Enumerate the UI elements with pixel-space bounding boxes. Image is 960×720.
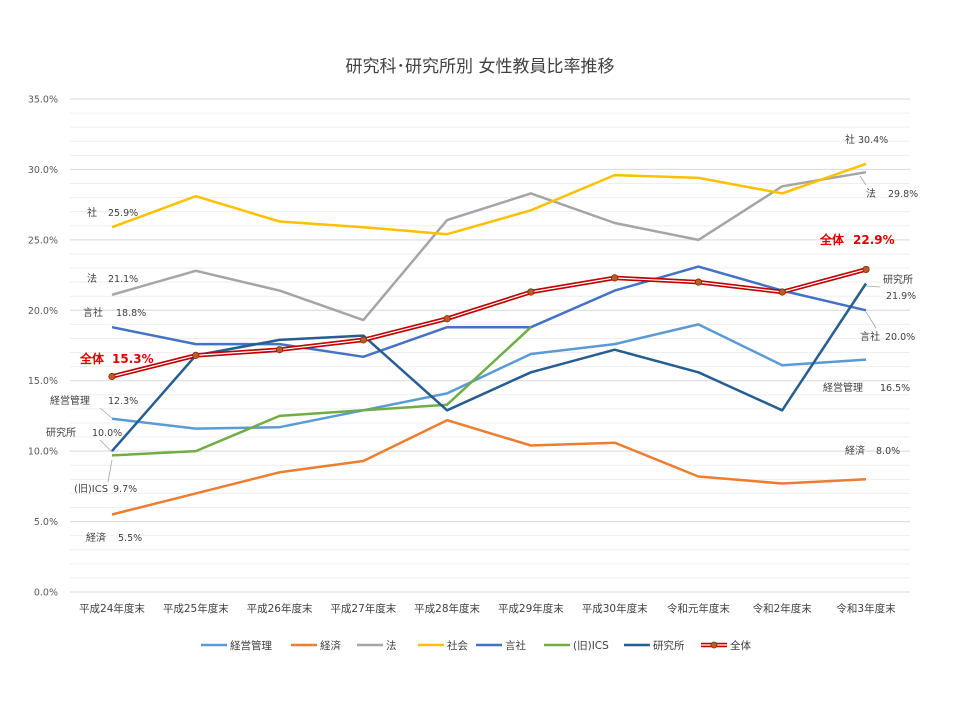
- data-point-marker: [108, 372, 116, 381]
- series-line: [111, 265, 867, 359]
- legend-label: 法: [386, 639, 397, 652]
- series-line-outer: [111, 267, 867, 379]
- x-tick-label: 令和2年度末: [753, 602, 813, 615]
- annotation-label: 研究所: [883, 273, 913, 286]
- annotation-label: 経営管理: [823, 381, 863, 394]
- leader-line: [99, 439, 113, 453]
- y-tick-label: 30.0%: [28, 165, 58, 176]
- annotation-value: 15.3%: [112, 352, 154, 366]
- leader-line: [107, 459, 113, 483]
- y-tick-label: 20.0%: [28, 306, 58, 317]
- legend-label: 経営管理: [230, 639, 272, 652]
- data-point-marker: [778, 288, 786, 296]
- legend-label: 全体: [730, 639, 751, 652]
- leader-line: [865, 285, 881, 288]
- legend-label: 研究所: [653, 639, 685, 652]
- annotation-value: 22.9%: [853, 233, 895, 247]
- x-tick-label: 平成25年度末: [163, 602, 229, 615]
- series-line-inner: [111, 268, 867, 378]
- data-point-marker: [359, 336, 367, 344]
- annotation-label: 全体: [79, 351, 105, 366]
- annotation-label: 研究所: [46, 426, 76, 439]
- series-line: [111, 282, 868, 452]
- series-line: [111, 326, 532, 457]
- data-point-marker: [694, 278, 703, 286]
- legend-marker: [710, 641, 718, 649]
- annotation-label: 法: [866, 187, 876, 200]
- legend-label: 社会: [447, 639, 468, 652]
- annotation-value: 16.5%: [880, 383, 910, 394]
- annotation-value: 5.5%: [118, 533, 142, 544]
- annotation-label: 社: [87, 206, 97, 219]
- data-point-marker: [862, 265, 870, 274]
- y-tick-label: 5.0%: [34, 517, 58, 528]
- x-tick-label: 平成27年度末: [330, 602, 396, 615]
- series-line: [111, 323, 867, 430]
- data-point-marker: [611, 274, 619, 282]
- series-line: [111, 162, 867, 236]
- y-tick-label: 0.0%: [34, 588, 58, 599]
- annotation-label: 全体: [819, 232, 845, 247]
- annotation-value: 21.9%: [886, 291, 916, 302]
- annotation-label: 経済: [845, 444, 865, 457]
- annotation-value: 20.0%: [885, 332, 915, 343]
- series-line: [111, 418, 867, 516]
- legend-label: (旧)ICS: [573, 640, 609, 652]
- annotation-label: 言社: [83, 306, 103, 319]
- chart-title: 研究科･研究所別 女性教員比率推移: [345, 57, 615, 77]
- x-tick-label: 平成24年度末: [79, 602, 145, 615]
- x-tick-label: 令和3年度末: [836, 602, 896, 615]
- data-point-marker: [443, 315, 451, 323]
- leader-line: [99, 407, 113, 419]
- data-point-marker: [275, 346, 284, 354]
- annotation-value: 18.8%: [116, 308, 146, 319]
- annotation-value: 21.1%: [108, 274, 138, 285]
- x-tick-label: 平成30年度末: [582, 602, 648, 615]
- x-tick-label: 平成26年度末: [247, 602, 313, 615]
- annotation-value: 9.7%: [113, 484, 137, 495]
- y-tick-label: 35.0%: [28, 95, 58, 106]
- annotation-value: 30.4%: [858, 135, 888, 146]
- data-point-marker: [527, 288, 535, 296]
- y-tick-label: 15.0%: [28, 376, 58, 387]
- series-line: [111, 170, 867, 322]
- leader-line: [859, 175, 867, 186]
- annotation-label: 言社: [860, 330, 880, 343]
- annotation-label: 法: [87, 272, 97, 285]
- annotation-label: 経営管理: [50, 394, 90, 407]
- data-point-marker: [192, 351, 200, 359]
- annotation-label: (旧)ICS: [74, 483, 108, 495]
- x-tick-label: 平成28年度末: [414, 602, 480, 615]
- leader-line: [865, 311, 877, 329]
- annotation-value: 25.9%: [108, 208, 138, 219]
- x-tick-label: 平成29年度末: [498, 602, 564, 615]
- annotation-value: 12.3%: [108, 396, 138, 407]
- legend-label: 経済: [320, 639, 341, 652]
- legend-label: 言社: [505, 639, 526, 652]
- annotation-value: 10.0%: [92, 428, 122, 439]
- y-tick-label: 25.0%: [28, 235, 58, 246]
- annotation-label: 社: [845, 133, 855, 146]
- x-tick-label: 令和元年度末: [667, 602, 730, 615]
- annotation-value: 29.8%: [888, 189, 918, 200]
- annotation-value: 8.0%: [876, 446, 900, 457]
- annotation-label: 経済: [86, 531, 106, 544]
- y-tick-label: 10.0%: [28, 447, 58, 458]
